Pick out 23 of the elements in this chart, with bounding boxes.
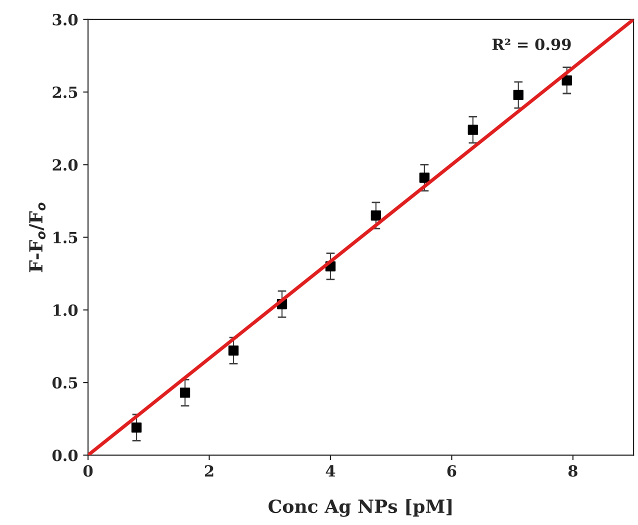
y-tick-label: 0.0 — [52, 450, 78, 462]
y-tick-label: 0.5 — [52, 377, 78, 389]
y-tick-label: 2.5 — [52, 86, 78, 98]
point — [131, 422, 142, 433]
point — [180, 388, 190, 398]
x-tick-label: 8 — [568, 465, 578, 477]
x-axis-title: Conc Ag NPs [pM] — [268, 499, 452, 517]
point — [228, 346, 239, 356]
y-tick-label: 1.0 — [54, 304, 78, 316]
point — [468, 124, 478, 135]
point — [370, 210, 382, 221]
point — [419, 172, 430, 183]
annotation: R² = 0.99 — [492, 38, 571, 50]
y-tick-label: 1.5 — [54, 232, 78, 244]
y-axis-title: F-F$_{o}$/F$_{o}$ — [29, 202, 46, 272]
x-tick-label: 4 — [326, 465, 336, 477]
x-tick-label: 2 — [204, 465, 214, 477]
y-tick-label: 3.0 — [52, 14, 78, 26]
x-tick-label: 0 — [83, 465, 93, 477]
y-tick-label: 2.0 — [52, 159, 78, 171]
point — [562, 75, 572, 86]
point — [513, 90, 524, 100]
x-tick-label: 6 — [447, 465, 456, 477]
